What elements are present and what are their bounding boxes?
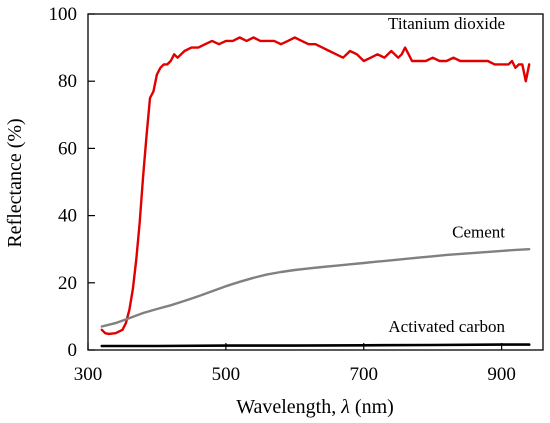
y-axis-ticks: 0 20 40 60 80 100 (49, 4, 95, 361)
x-tick-label: 900 (487, 364, 516, 385)
series-label-cement: Cement (452, 222, 505, 241)
series-label-titanium-dioxide: Titanium dioxide (388, 14, 505, 33)
series-line-activated-carbon (100, 343, 531, 348)
series-lines (100, 36, 531, 348)
y-tick-label: 40 (58, 206, 77, 227)
series-line-titanium-dioxide (100, 36, 531, 336)
x-tick-label: 300 (74, 364, 103, 385)
x-tick-label: 500 (212, 364, 241, 385)
series-label-activated-carbon: Activated carbon (388, 317, 505, 336)
x-tick-label: 700 (350, 364, 379, 385)
y-tick-label: 100 (49, 4, 78, 25)
y-tick-label: 80 (58, 71, 77, 92)
y-tick-label: 0 (68, 340, 78, 361)
y-axis-title: Reflectance (%) (4, 118, 26, 247)
y-tick-label: 60 (58, 138, 77, 159)
x-axis-title: Wavelength, λ (nm) (236, 396, 394, 418)
series-line-cement (100, 247, 531, 328)
x-axis-ticks: 300 500 700 900 (74, 343, 516, 385)
x-axis-title-text: Wavelength, (236, 396, 341, 418)
x-axis-title-unit: (nm) (350, 396, 394, 418)
plot-frame (87, 13, 544, 351)
series-labels: Titanium dioxide Cement Activated carbon (388, 14, 505, 336)
y-tick-label: 20 (58, 273, 77, 294)
x-axis-title-symbol: λ (340, 396, 350, 418)
